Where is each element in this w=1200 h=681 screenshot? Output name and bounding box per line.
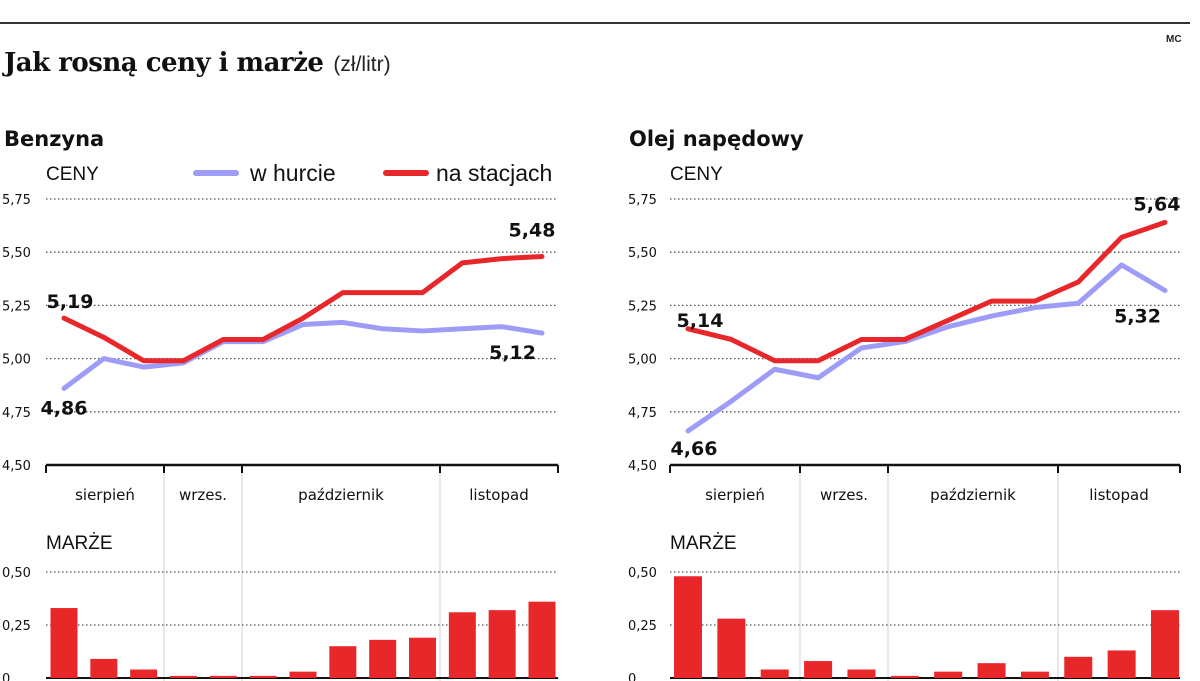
panel-title-benzyna: Benzyna (4, 127, 104, 151)
data-label-last-retail-benzyna: 5,48 (509, 219, 556, 241)
month-label-benzyna: sierpień (75, 486, 135, 504)
price-tick-label-olej: 4,50 (628, 459, 657, 474)
title-text: Jak rosną ceny i marże (4, 48, 324, 78)
price-tick-label-olej: 4,75 (628, 406, 657, 421)
data-label-last-retail-olej: 5,64 (1134, 193, 1181, 215)
series-line-retail-benzyna (61, 253, 545, 364)
data-label-first-wholesale-benzyna: 4,86 (41, 397, 88, 419)
margin-tick-label-olej: 0,25 (628, 619, 657, 634)
panel-title-olej: Olej napędowy (629, 127, 804, 151)
data-label-first-retail-olej: 5,14 (677, 310, 724, 332)
margin-bar-benzyna (130, 669, 158, 678)
price-tick-label-benzyna: 5,25 (2, 299, 31, 314)
legend-label-wholesale: w hurcie (249, 160, 336, 186)
price-tick-label-benzyna: 5,50 (2, 246, 31, 261)
data-label-last-wholesale-benzyna: 5,12 (489, 342, 536, 364)
section-label-ceny-right: CENY (670, 164, 723, 185)
margin-bar-olej (804, 661, 833, 678)
margin-bar-olej (717, 618, 746, 678)
price-tick-label-olej: 5,50 (628, 246, 657, 261)
margin-bar-olej (1107, 650, 1136, 678)
margin-bar-benzyna (209, 675, 237, 678)
margin-bar-benzyna (50, 608, 78, 678)
margin-bar-olej (1064, 656, 1093, 678)
unit-label: (zł/litr) (333, 53, 391, 76)
margin-tick-label-olej: 0,50 (628, 566, 657, 581)
margin-bar-olej (674, 576, 702, 678)
margin-bar-benzyna (528, 601, 556, 678)
margin-tick-label-olej: 0 (628, 672, 636, 681)
month-label-olej: wrzes. (820, 486, 868, 504)
margin-bar-benzyna (249, 675, 277, 678)
price-tick-label-olej: 5,25 (628, 299, 657, 314)
price-tick-label-olej: 5,75 (628, 193, 657, 208)
section-label-marze-left: MARŻE (46, 533, 113, 554)
section-label-ceny-left: CENY (46, 164, 99, 185)
price-tick-label-benzyna: 4,50 (2, 459, 31, 474)
credit-mark: MC (1166, 34, 1182, 45)
data-label-first-retail-benzyna: 5,19 (47, 291, 94, 313)
margin-tick-label-benzyna: 0,50 (2, 566, 31, 581)
price-tick-label-benzyna: 5,75 (2, 193, 31, 208)
margin-bar-olej (1020, 671, 1049, 678)
margin-bar-olej (1151, 610, 1179, 678)
page-title: Jak rosną ceny i marże (zł/litr) (4, 48, 391, 78)
price-tick-label-olej: 5,00 (628, 353, 657, 368)
month-label-olej: sierpień (705, 486, 765, 504)
margin-bar-olej (977, 663, 1006, 678)
chart-marks: 4,50 4,75 5,00 5,25 5,50 5,75 sierpień wrzes. pa… (2, 193, 1181, 681)
margin-bar-olej (847, 669, 876, 678)
price-tick-label-benzyna: 4,75 (2, 406, 31, 421)
data-label-first-wholesale-olej: 4,66 (671, 438, 718, 460)
top-rule (0, 22, 1190, 24)
margin-bar-benzyna (369, 639, 397, 678)
section-label-marze-right: MARŻE (670, 533, 737, 554)
legend-label-retail: na stacjach (436, 160, 552, 186)
margin-bar-benzyna (488, 610, 516, 678)
series-line-wholesale-olej (685, 262, 1168, 434)
price-tick-label-benzyna: 5,00 (2, 353, 31, 368)
margin-bar-benzyna (289, 671, 317, 678)
month-label-benzyna: listopad (469, 486, 528, 504)
margin-bar-olej (890, 675, 919, 678)
month-label-benzyna: wrzes. (179, 486, 227, 504)
margin-bar-benzyna (448, 612, 476, 678)
margin-bar-olej (934, 671, 963, 678)
margin-bar-olej (760, 669, 789, 678)
margin-tick-label-benzyna: 0,25 (2, 619, 31, 634)
legend: w hurcie na stacjach (193, 160, 552, 186)
margin-bar-benzyna (329, 646, 357, 678)
margin-tick-label-benzyna: 0 (2, 672, 10, 681)
data-label-last-wholesale-olej: 5,32 (1114, 306, 1161, 328)
month-label-benzyna: październik (298, 486, 384, 504)
margin-bar-benzyna (409, 637, 436, 678)
series-line-retail-olej (685, 219, 1168, 364)
series-line-wholesale-benzyna (61, 319, 545, 391)
month-label-olej: listopad (1089, 486, 1148, 504)
margin-bar-benzyna (170, 675, 197, 678)
month-label-olej: październik (930, 486, 1016, 504)
margin-bar-benzyna (90, 658, 118, 678)
